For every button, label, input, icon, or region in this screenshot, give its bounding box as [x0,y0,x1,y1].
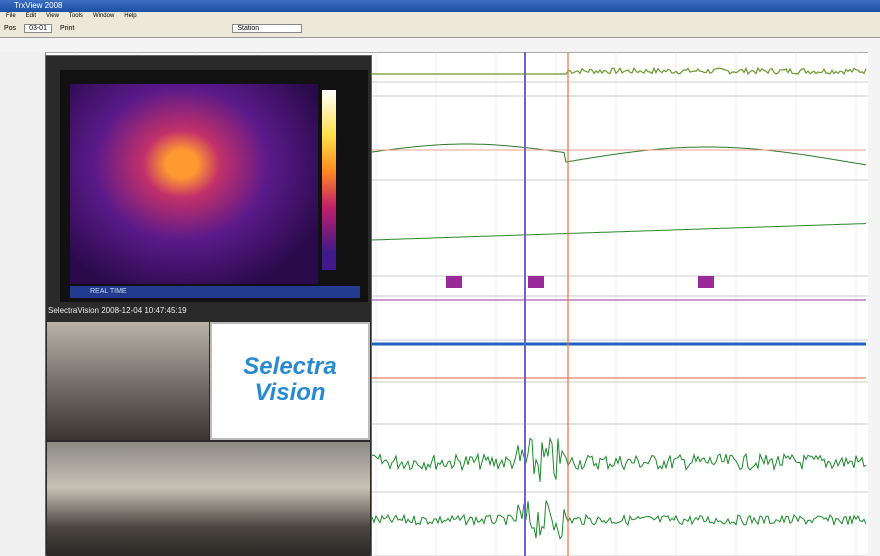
logo-text: Selectra [243,353,337,380]
time-ruler [0,38,880,53]
event-marker [698,276,714,288]
logo-text: Vision [254,379,326,406]
print-button[interactable]: Print [59,25,75,32]
camera-view [47,442,370,556]
menu-item[interactable]: Window [92,13,115,19]
signal-trace [371,500,867,540]
logo: Selectra Vision [210,322,370,440]
thermal-image [70,84,318,284]
event-marker [446,276,462,288]
thermal-status: REAL TIME [70,286,360,298]
pos-label: Pos [4,25,17,32]
station-select[interactable]: Station [232,24,303,33]
menu-bar: File Edit View Tools Window Help [0,12,880,20]
camera-view [47,322,209,440]
signal-trace [372,66,867,76]
title-bar: TrxView 2008 [0,0,880,12]
channel-labels [0,52,46,556]
thermal-scale [322,90,336,270]
menu-item[interactable]: Edit [25,13,37,19]
pos-field[interactable]: 03-01 [24,24,52,33]
video-overlay: SelectraVision 2008-12-04 10:47:45:19 [48,306,187,315]
signal-trace [371,223,867,241]
menu-item[interactable]: Help [124,13,137,19]
event-marker [528,276,544,288]
menu-item[interactable]: View [46,13,59,19]
menu-item[interactable]: File [6,13,16,19]
scale-column [868,52,880,556]
toolbar: Pos 03-01 Print Station [0,20,880,38]
signal-trace [371,436,867,483]
menu-item[interactable]: Tools [68,13,83,19]
signal-trace [371,143,867,166]
